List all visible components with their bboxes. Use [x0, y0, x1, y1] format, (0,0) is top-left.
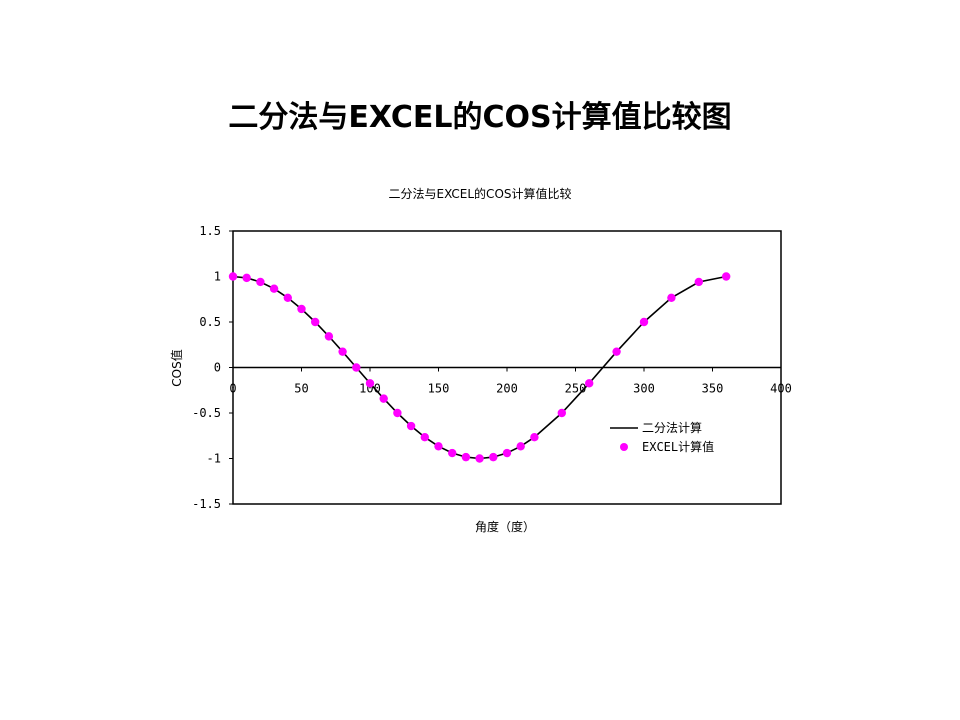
y-tick-label: -1.5 — [192, 497, 221, 511]
x-tick-label: 350 — [702, 382, 724, 396]
y-tick-label: -0.5 — [192, 406, 221, 420]
data-point — [420, 433, 429, 442]
data-point — [434, 442, 443, 451]
data-point — [722, 272, 731, 281]
data-point — [639, 317, 649, 327]
x-tick-label: 200 — [496, 382, 518, 396]
y-tick-label: -1 — [207, 452, 221, 466]
data-point — [502, 448, 512, 458]
series-points-excel — [228, 272, 731, 463]
x-tick-label: 0 — [229, 382, 236, 396]
y-tick-label: 1 — [214, 270, 221, 284]
data-point — [448, 448, 457, 458]
x-tick-label: 250 — [565, 382, 587, 396]
chart-title: 二分法与EXCEL的COS计算值比较 — [388, 186, 571, 201]
data-point — [283, 293, 292, 302]
data-point — [585, 379, 594, 388]
data-point — [393, 408, 402, 418]
y-axis-ticks: 1.5 1 0.5 0 -0.5 -1 -1.5 — [192, 224, 233, 511]
data-point — [489, 452, 498, 462]
x-tick-label: 100 — [359, 382, 381, 396]
data-point — [379, 394, 388, 403]
legend-label-bisection: 二分法计算 — [642, 420, 702, 435]
data-point — [530, 433, 539, 442]
data-point — [228, 272, 238, 281]
data-point — [612, 347, 621, 356]
legend: 二分法计算 EXCEL计算值 — [610, 420, 714, 454]
x-axis-label: 角度（度） — [475, 519, 535, 534]
x-tick-label: 150 — [428, 382, 450, 396]
data-point — [694, 277, 703, 287]
data-point — [338, 347, 347, 356]
y-axis-label: COS值 — [169, 349, 184, 386]
data-point — [352, 363, 361, 372]
x-tick-label: 50 — [294, 382, 308, 396]
y-tick-label: 0 — [214, 361, 221, 375]
data-point — [324, 332, 334, 341]
y-tick-label: 1.5 — [199, 224, 221, 238]
data-point — [242, 273, 251, 283]
data-point — [475, 454, 484, 463]
x-tick-label: 300 — [633, 382, 655, 396]
legend-label-excel: EXCEL计算值 — [642, 439, 714, 454]
slide-title: 二分法与EXCEL的COS计算值比较图 — [228, 100, 732, 135]
data-point — [557, 408, 566, 418]
data-point — [461, 452, 471, 462]
data-point — [667, 293, 676, 302]
data-point — [365, 379, 375, 388]
data-point — [256, 277, 265, 287]
y-tick-label: 0.5 — [199, 315, 221, 329]
x-tick-label: 400 — [770, 382, 792, 396]
data-point — [311, 317, 320, 327]
data-point — [297, 304, 306, 314]
data-point — [269, 284, 279, 293]
x-axis: 0 50 100 150 200 250 300 350 400 — [229, 366, 792, 396]
legend-marker-swatch — [620, 443, 628, 451]
data-point — [516, 442, 525, 451]
data-point — [406, 421, 416, 431]
